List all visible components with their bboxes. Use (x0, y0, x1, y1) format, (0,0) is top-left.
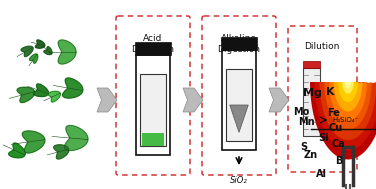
Text: H₃SiO₄⁻: H₃SiO₄⁻ (332, 117, 358, 123)
Polygon shape (329, 82, 367, 121)
Polygon shape (320, 82, 376, 140)
Text: SiO₂: SiO₂ (230, 176, 248, 185)
Polygon shape (230, 105, 248, 132)
Text: Dilution: Dilution (304, 42, 340, 51)
Polygon shape (183, 88, 203, 112)
Polygon shape (310, 82, 376, 160)
FancyBboxPatch shape (303, 61, 320, 68)
Text: Mo: Mo (293, 107, 309, 116)
Polygon shape (342, 82, 354, 94)
FancyBboxPatch shape (135, 42, 171, 55)
Polygon shape (338, 82, 358, 102)
Polygon shape (345, 82, 351, 88)
Polygon shape (269, 88, 289, 112)
FancyBboxPatch shape (222, 50, 256, 150)
Polygon shape (97, 88, 117, 112)
Polygon shape (315, 82, 376, 150)
FancyBboxPatch shape (226, 69, 252, 141)
FancyBboxPatch shape (140, 74, 166, 146)
Text: Fe: Fe (327, 108, 340, 118)
FancyBboxPatch shape (221, 37, 257, 50)
Text: K: K (326, 87, 334, 97)
Polygon shape (33, 84, 49, 97)
Polygon shape (334, 82, 362, 112)
Polygon shape (48, 91, 61, 102)
Text: Mg: Mg (303, 88, 322, 98)
Text: Acid
Digestion: Acid Digestion (132, 34, 174, 54)
Text: Si: Si (318, 133, 329, 143)
Text: Ca: Ca (332, 139, 345, 149)
Text: Al: Al (316, 169, 327, 179)
Polygon shape (58, 40, 76, 64)
Polygon shape (35, 40, 45, 48)
Polygon shape (44, 47, 52, 55)
FancyBboxPatch shape (143, 133, 164, 146)
Text: Cu: Cu (328, 123, 343, 133)
Text: Mn: Mn (298, 118, 315, 127)
Polygon shape (63, 78, 83, 98)
Polygon shape (324, 82, 371, 130)
FancyBboxPatch shape (303, 68, 320, 136)
Text: Zn: Zn (303, 150, 317, 160)
Polygon shape (29, 54, 38, 63)
Polygon shape (54, 145, 69, 159)
Polygon shape (9, 143, 25, 158)
Text: B: B (335, 156, 342, 166)
Polygon shape (21, 46, 33, 57)
Polygon shape (349, 88, 369, 112)
Text: S: S (300, 143, 307, 152)
Polygon shape (22, 131, 45, 153)
FancyBboxPatch shape (136, 55, 170, 155)
Polygon shape (64, 125, 88, 150)
Polygon shape (17, 87, 35, 102)
Text: Alkaline
Digestion: Alkaline Digestion (217, 34, 261, 54)
